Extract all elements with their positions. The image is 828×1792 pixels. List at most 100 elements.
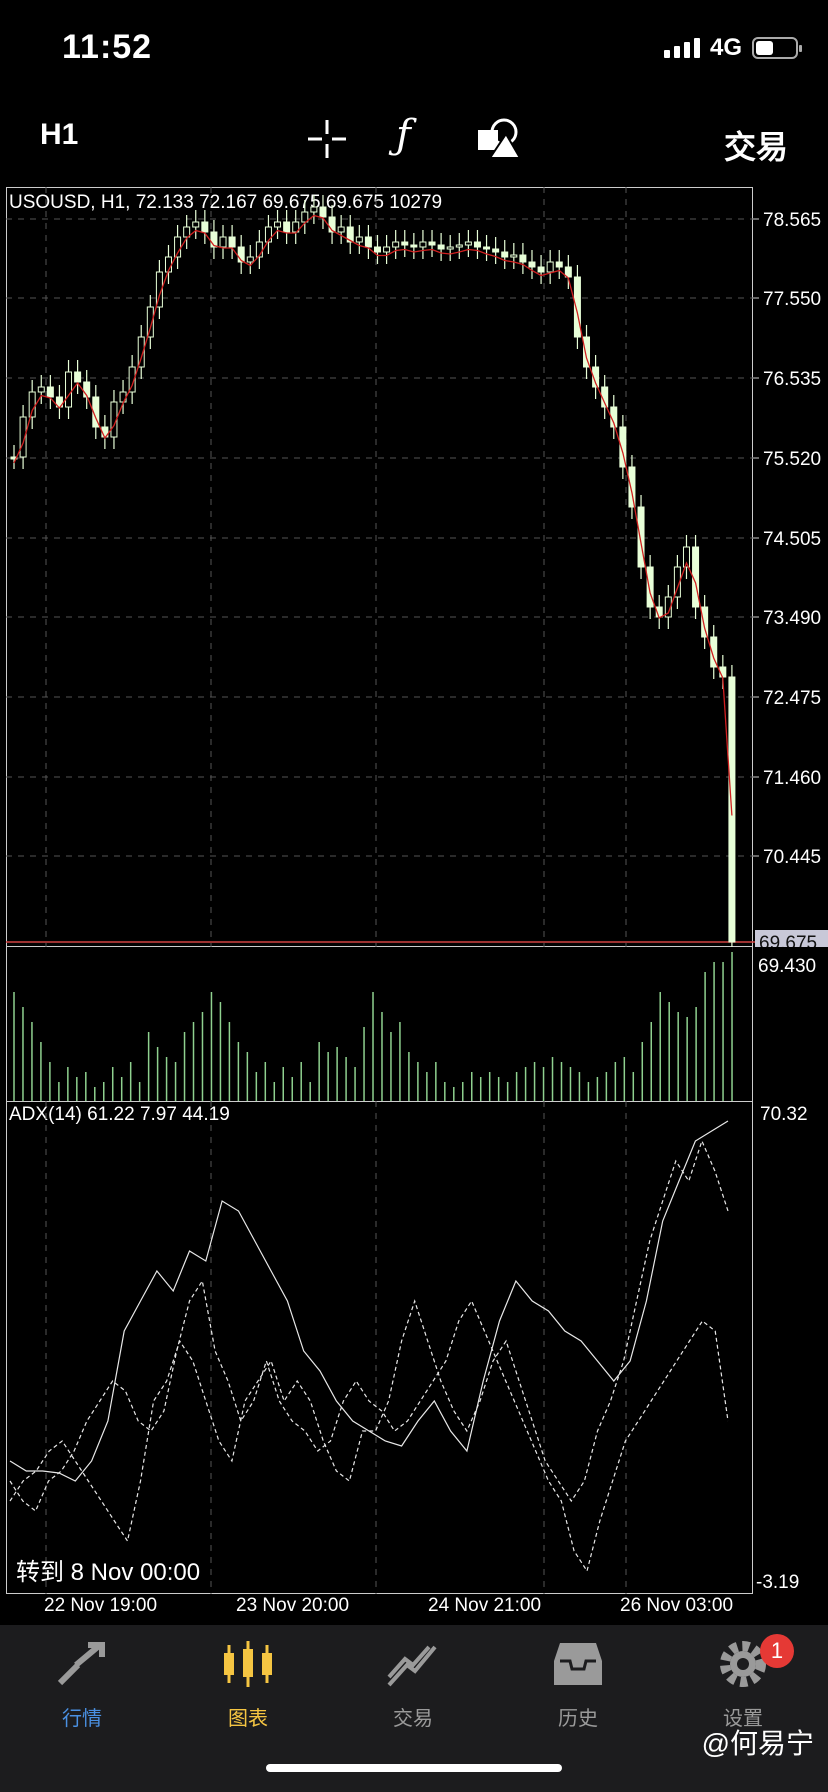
candle-body — [228, 236, 236, 248]
candle-body — [301, 211, 309, 223]
nav-trade[interactable]: 交易 — [353, 1639, 473, 1731]
candle-body — [319, 206, 327, 218]
candle-body — [210, 231, 218, 248]
trade-button[interactable]: 交易 — [723, 129, 788, 165]
candle-body — [437, 244, 445, 250]
candle-body — [501, 251, 509, 258]
nav-settings[interactable]: 设置 — [683, 1639, 803, 1731]
nav-label: 历史 — [558, 1708, 598, 1730]
candle-body — [346, 226, 354, 243]
price-axis-label: 78.565 — [763, 210, 821, 231]
price-axis-label: 77.550 — [763, 289, 821, 310]
candle-body — [383, 246, 391, 253]
nav-history[interactable]: 历史 — [518, 1639, 638, 1731]
candle-body — [564, 266, 572, 278]
nav-chart[interactable]: 图表 — [188, 1639, 308, 1731]
adx-panel[interactable] — [6, 1101, 753, 1594]
price-axis-label: 73.490 — [763, 608, 821, 629]
nav-quotes[interactable]: 行情 — [22, 1639, 142, 1731]
candle-body — [374, 246, 381, 253]
x-axis-label: 26 Nov 03:00 — [620, 1595, 734, 1616]
x-axis-label: 23 Nov 20:00 — [236, 1595, 350, 1616]
candle-body — [128, 366, 136, 393]
candle-body — [183, 226, 191, 238]
home-indicator[interactable] — [266, 1764, 562, 1772]
candle-body — [419, 241, 427, 248]
price-axis-label: 75.520 — [763, 449, 821, 470]
candle-body — [410, 244, 418, 248]
candle-body — [664, 596, 672, 618]
price-chart: 78.565 77.550 76.535 75.520 74.505 73.490 72.4… — [6, 187, 828, 947]
candle-body — [328, 216, 336, 233]
volume-chart — [13, 952, 733, 1102]
candle-body — [464, 241, 472, 246]
candle-body — [146, 306, 154, 338]
candle-body — [646, 566, 654, 608]
candle-body — [710, 636, 718, 668]
candle-body — [528, 261, 536, 268]
candle-body — [673, 566, 681, 598]
volume-axis-label: 69.430 — [758, 956, 817, 977]
status-indicators: 4G — [663, 34, 802, 62]
current-price-label: 69.675 — [759, 933, 817, 947]
x-axis-label: 24 Nov 21:00 — [428, 1595, 542, 1616]
status-time: 11:52 — [62, 28, 153, 66]
candle-body — [583, 336, 591, 368]
candle-body — [274, 221, 282, 228]
price-axis-label: 71.460 — [763, 768, 821, 789]
candle-body — [355, 236, 363, 243]
candle-body — [592, 366, 600, 388]
price-chart-panel[interactable] — [6, 187, 753, 947]
timeframe-button[interactable]: H1 — [40, 118, 79, 151]
candle-body — [537, 266, 545, 273]
chart-info: USOUSD, H1, 72.133 72.167 69.675 69.675 … — [9, 192, 443, 213]
candle-body — [310, 206, 318, 213]
signal-icon — [663, 38, 700, 58]
candle-body — [264, 226, 272, 243]
candle-body — [619, 426, 627, 468]
candle-body — [155, 271, 163, 308]
candle-body — [637, 506, 645, 568]
candle-body — [446, 246, 454, 250]
candle-body — [392, 241, 400, 248]
price-axis-label: 70.445 — [763, 847, 821, 868]
function-icon[interactable]: ƒ — [396, 112, 411, 158]
watermark: @何易宁 — [701, 1728, 814, 1759]
moving-average-line — [13, 214, 733, 816]
quotes-icon — [57, 1642, 105, 1686]
nav-label: 设置 — [723, 1708, 763, 1730]
battery-icon — [752, 37, 802, 59]
history-icon — [554, 1643, 602, 1685]
adx-min-label: -3.19 — [756, 1572, 800, 1593]
chart-icon — [224, 1641, 272, 1687]
current-price-badge — [755, 930, 828, 947]
candle-body — [546, 261, 554, 273]
candle-body — [28, 391, 36, 418]
candle-body — [292, 221, 300, 233]
candle-body — [337, 226, 345, 233]
candle-body — [37, 386, 45, 393]
candle-body — [555, 261, 563, 268]
candle-body — [283, 221, 291, 233]
crosshair-icon[interactable] — [306, 118, 348, 160]
candle-body — [237, 246, 245, 263]
candle-body — [74, 371, 82, 383]
candle-body — [19, 416, 27, 458]
candle-body — [519, 254, 527, 263]
objects-icon[interactable] — [476, 116, 520, 160]
candle-body — [510, 254, 518, 258]
di-minus-line — [9, 1139, 729, 1543]
goto-date-label[interactable]: 转到 8 Nov 00:00 — [16, 1559, 201, 1586]
candle-body — [473, 241, 481, 248]
adx-chart — [9, 1101, 729, 1594]
candle-body — [119, 391, 127, 403]
candle-body — [246, 256, 254, 263]
nav-label: 图表 — [228, 1708, 268, 1730]
candle-body — [137, 336, 145, 368]
candle-body — [201, 221, 209, 233]
candle-body — [401, 241, 409, 246]
candle-body — [628, 466, 636, 508]
candle-body — [428, 241, 436, 246]
adx-line — [9, 1120, 729, 1482]
network-type: 4G — [709, 34, 742, 61]
